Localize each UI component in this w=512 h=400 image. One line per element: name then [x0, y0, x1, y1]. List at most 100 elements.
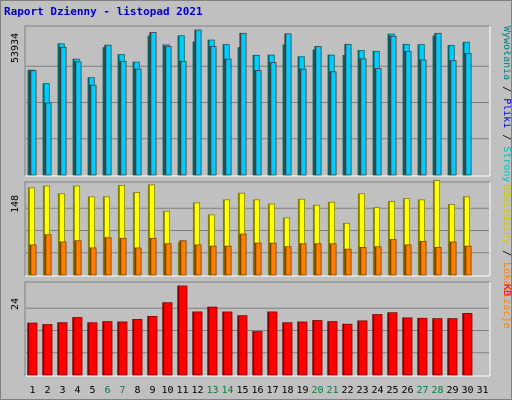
bar-shade	[388, 201, 390, 275]
x-tick-label: 16	[251, 385, 263, 396]
bar-shade	[329, 71, 332, 175]
bar-shade	[314, 243, 317, 275]
bar-shade	[89, 85, 92, 175]
bar-shade	[389, 239, 392, 275]
bar-shade	[224, 59, 227, 175]
bar-shade	[177, 286, 180, 375]
bar-shade	[89, 247, 92, 275]
x-tick-label: 1	[29, 385, 35, 396]
bar-shade	[284, 246, 287, 275]
legend-part-0: Odwiedziny	[501, 184, 512, 244]
series-KB	[27, 285, 473, 376]
bar-shade	[298, 199, 300, 275]
panel-max-label: 24	[10, 298, 21, 310]
bar-shade	[209, 246, 212, 275]
bar-shade	[148, 184, 150, 275]
bar-shade	[133, 62, 135, 175]
bar-shade	[359, 58, 362, 175]
bar-shade	[87, 322, 90, 375]
bar-shade	[194, 30, 197, 175]
x-tick-label: 23	[356, 385, 368, 396]
bar-shade	[239, 234, 242, 275]
bar-shade	[133, 192, 135, 275]
x-tick-label: 3	[59, 385, 65, 396]
bar-shade	[132, 319, 135, 376]
bar-shade	[103, 196, 105, 275]
x-tick-label: 11	[176, 385, 188, 396]
x-tick-label: 12	[191, 385, 203, 396]
bar-shade	[103, 47, 105, 175]
legend-part-4: Strony	[501, 146, 512, 182]
bar-shade	[58, 43, 60, 175]
bar-shade	[194, 244, 197, 275]
bar-shade	[269, 62, 272, 176]
bar-shade	[419, 241, 422, 275]
bar-shade	[297, 321, 300, 375]
legend-part-0: KB	[501, 284, 512, 296]
legend-part-3: /	[501, 128, 512, 146]
legend-part-2: Lokalizacje	[501, 262, 512, 328]
bar-shade	[207, 307, 210, 375]
bar-shade	[372, 314, 375, 375]
bar-shade	[389, 36, 392, 175]
bar-shade	[193, 202, 195, 275]
bar-shade	[164, 46, 167, 175]
bar-shade	[358, 193, 360, 275]
bar-shade	[193, 41, 195, 175]
bar-shade	[134, 69, 137, 175]
chart-title: Raport Dzienny - listopad 2021	[4, 5, 203, 18]
legend-part-2: Pliki	[501, 98, 512, 128]
panel-legend: KB	[501, 284, 512, 296]
bar-shade	[299, 69, 302, 175]
x-tick-label: 14	[221, 385, 233, 396]
bar-shade	[344, 44, 347, 176]
bar-shade	[224, 246, 227, 275]
bar-shade	[27, 323, 30, 375]
bar-shade	[253, 55, 255, 175]
bar-shade	[149, 32, 152, 176]
bar-shade	[162, 302, 165, 375]
bar-shade	[43, 186, 45, 275]
bar-shade	[417, 318, 420, 375]
bar-shade	[314, 46, 317, 175]
bar-shade	[434, 247, 437, 275]
bar-shade	[149, 238, 152, 275]
bar-shade	[388, 34, 390, 176]
x-tick-label: 26	[401, 385, 413, 396]
bar-shade	[464, 53, 467, 176]
x-tick-label: 9	[149, 385, 155, 396]
x-axis-day-labels: 1 2 3 4 5 6 7 8 9 10 11 12 13 14 15 16 17 18 19 20 21 22 23 24 2…	[29, 385, 488, 396]
bar-shade	[29, 244, 32, 275]
bar-shade	[74, 61, 77, 175]
bar-shade	[282, 322, 285, 375]
bar-shade	[463, 196, 465, 275]
x-tick-label: 29	[446, 385, 458, 396]
bar-shade	[254, 70, 257, 175]
x-tick-label: 27	[416, 385, 428, 396]
bar-shade	[343, 223, 345, 275]
bar-shade	[434, 33, 437, 175]
bar-shade	[418, 199, 420, 275]
x-tick-label: 5	[89, 385, 95, 396]
bar-shade	[419, 59, 422, 175]
series-Pliki	[29, 29, 472, 176]
bar-shade	[449, 60, 452, 175]
chart-panels: 53934 Wywołania / Pliki / Strony 148 Odwied…	[10, 25, 512, 377]
bar-shade	[433, 36, 435, 176]
bar-shade	[374, 246, 377, 275]
bar-shade	[464, 246, 467, 275]
x-tick-label: 28	[431, 385, 443, 396]
bar-shade	[88, 77, 90, 175]
bar-shade	[253, 199, 255, 275]
bar-shade	[147, 316, 150, 375]
bar-shade	[404, 244, 407, 275]
bar-shade	[59, 47, 62, 175]
bar-shade	[178, 242, 180, 275]
bar-shade	[102, 321, 105, 375]
panel-hits: 53934 Wywołania / Pliki / Strony	[10, 25, 512, 183]
bar-shade	[57, 322, 60, 375]
bar-shade	[313, 49, 315, 175]
bar-shade	[432, 318, 435, 375]
x-tick-label: 30	[461, 385, 473, 396]
bar-shade	[254, 243, 257, 275]
